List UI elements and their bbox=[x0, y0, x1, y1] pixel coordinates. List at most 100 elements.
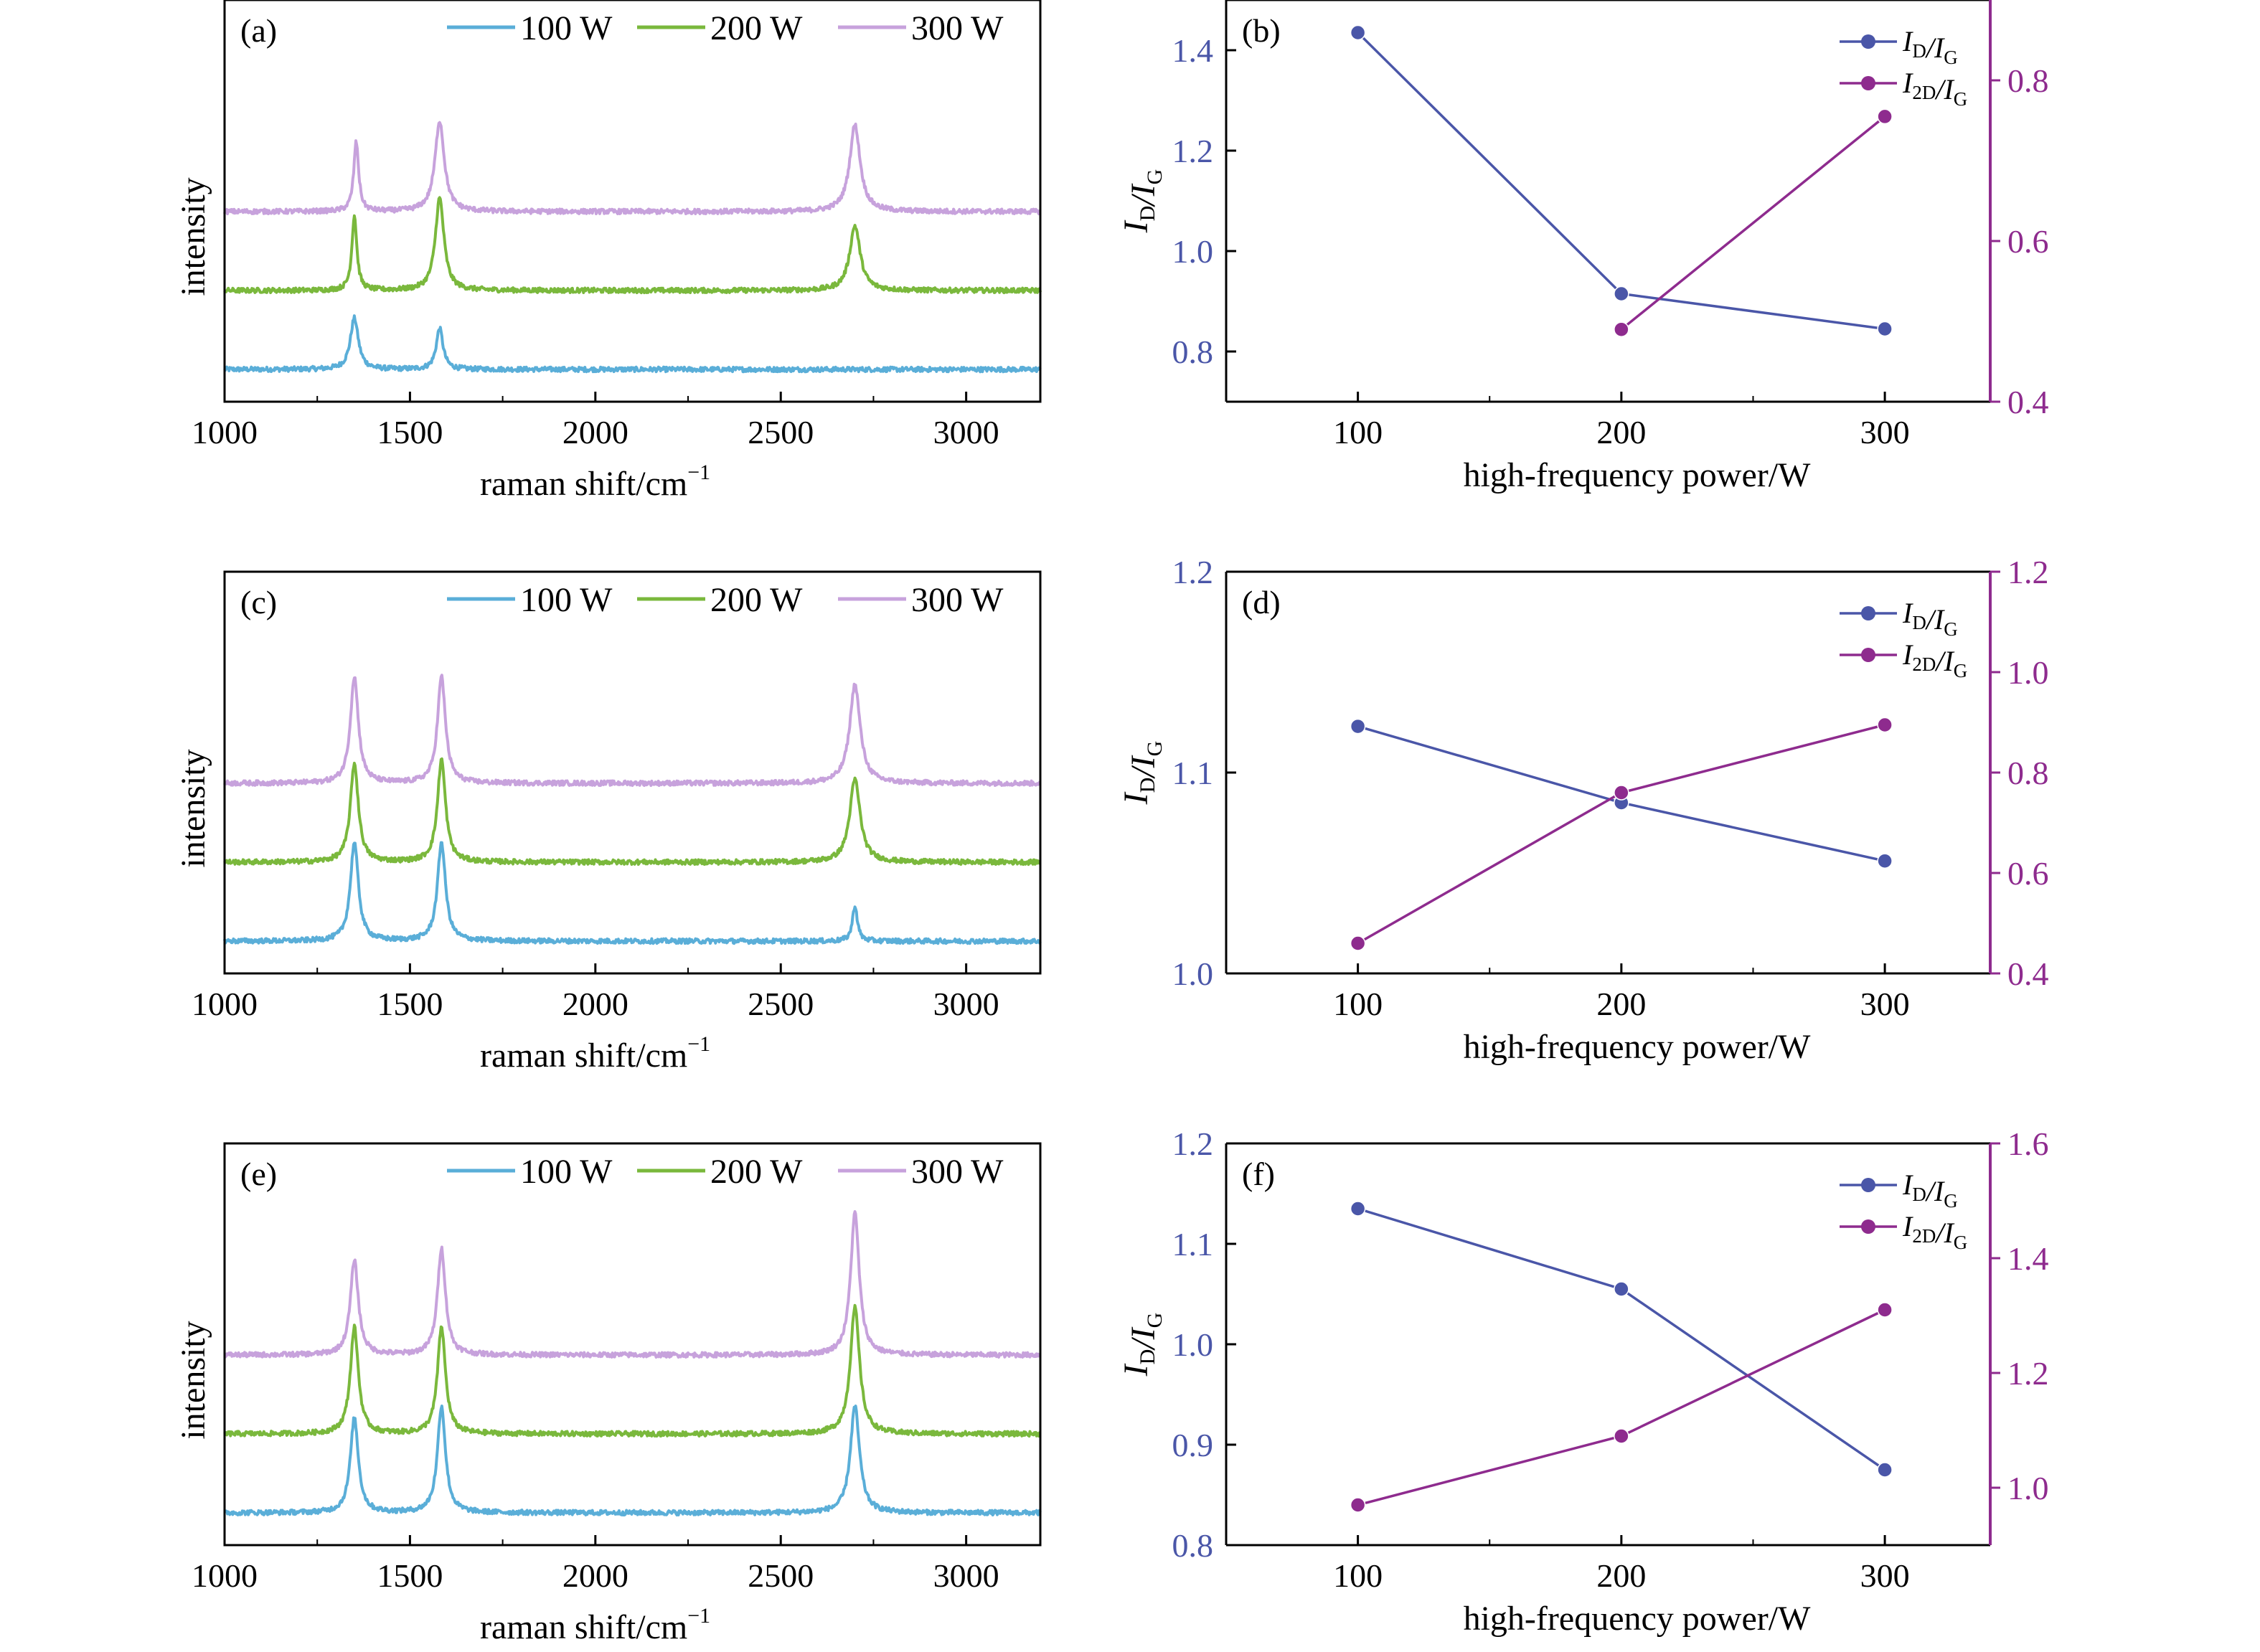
data-point bbox=[1877, 717, 1893, 733]
series-line-200w bbox=[223, 1303, 1041, 1438]
x-tick-label: 2500 bbox=[748, 986, 814, 1022]
x-tick-label: 1000 bbox=[192, 414, 258, 450]
x-tick-label: 1000 bbox=[192, 1557, 258, 1594]
series-line-i2d-ig bbox=[1620, 115, 1886, 331]
x-axis-label-superscript: −1 bbox=[687, 1604, 710, 1628]
y-left-tick-label: 1.0 bbox=[1172, 233, 1214, 270]
series-line-300w bbox=[223, 674, 1041, 787]
y-right-tick-label: 1.0 bbox=[2007, 1470, 2049, 1506]
data-point bbox=[1614, 285, 1629, 302]
y-axis-label: intensity bbox=[174, 177, 212, 296]
y-axis-label: intensity bbox=[174, 1321, 212, 1439]
spectra-panel-c: 1000 1500 2000 2500 3000 raman shift/cm−1 inte… bbox=[174, 570, 1042, 1075]
legend-label-sub: G bbox=[1944, 47, 1958, 68]
x-tick-label: 300 bbox=[1860, 414, 1910, 450]
x-axis-label-superscript: −1 bbox=[687, 1032, 710, 1056]
legend-label-sub: D bbox=[1912, 40, 1926, 62]
legend-label: 100 W bbox=[520, 581, 613, 619]
y-axis-label: ID/IG bbox=[1117, 741, 1167, 806]
data-point bbox=[1877, 108, 1893, 125]
panel-label: (f) bbox=[1242, 1156, 1275, 1192]
y-axis-label-part: /I bbox=[1124, 183, 1162, 207]
series-line-i2d-ig bbox=[1357, 723, 1885, 945]
x-tick-label: 2500 bbox=[748, 414, 814, 450]
x-tick-label: 3000 bbox=[933, 414, 999, 450]
series-line-300w bbox=[223, 121, 1041, 216]
y-axis-label: ID/IG bbox=[1117, 1313, 1167, 1377]
data-point bbox=[1350, 24, 1366, 41]
legend-label: I2D/IG bbox=[1902, 1210, 1967, 1253]
y-axis-label-part: I bbox=[1117, 1363, 1155, 1377]
legend-label: ID/IG bbox=[1902, 1169, 1958, 1212]
x-tick-label: 1500 bbox=[377, 414, 443, 450]
data-point bbox=[1614, 785, 1629, 801]
x-tick-label: 200 bbox=[1596, 1557, 1646, 1594]
legend-marker bbox=[1861, 606, 1875, 620]
legend-marker bbox=[1861, 1178, 1875, 1192]
x-tick-label: 100 bbox=[1333, 986, 1383, 1022]
legend-label-part: I bbox=[1902, 1169, 1913, 1201]
legend-label-sub: G bbox=[1954, 660, 1968, 681]
y-axis-label-part: /I bbox=[1124, 755, 1162, 779]
y-axis-label: intensity bbox=[174, 749, 212, 867]
y-left-tick-label: 1.0 bbox=[1172, 1326, 1214, 1363]
data-point bbox=[1350, 935, 1366, 951]
legend-label: ID/IG bbox=[1902, 597, 1958, 640]
y-axis-label: ID/IG bbox=[1117, 169, 1167, 234]
y-axis-label-part: /I bbox=[1124, 1326, 1162, 1351]
x-tick-label: 2000 bbox=[562, 986, 628, 1022]
y-right-tick-label: 1.4 bbox=[2007, 1240, 2049, 1277]
legend-label-part: /I bbox=[1925, 1175, 1945, 1207]
legend-label-sub: G bbox=[1944, 1190, 1958, 1212]
legend-label: 200 W bbox=[710, 1153, 803, 1191]
x-axis-label: high-frequency power/W bbox=[1464, 1028, 1811, 1066]
y-axis-label-sub: G bbox=[1143, 1313, 1167, 1328]
ratio-panel-b: 100 200 300 0.8 1.0 1.2 1.4 0.4 0.6 0.8 high-frequ… bbox=[1117, 0, 2049, 494]
legend-label-part: I bbox=[1902, 25, 1913, 57]
legend-label-sub: D bbox=[1912, 612, 1926, 633]
y-left-tick-label: 0.8 bbox=[1172, 1527, 1214, 1564]
series-line-200w bbox=[223, 196, 1042, 295]
x-axis-label-superscript: −1 bbox=[687, 461, 710, 484]
y-axis-label-sub: G bbox=[1143, 741, 1167, 757]
legend-label-sub: G bbox=[1954, 1232, 1968, 1253]
y-left-tick-label: 1.2 bbox=[1172, 554, 1214, 590]
x-axis-label: high-frequency power/W bbox=[1464, 456, 1811, 494]
x-tick-label: 1500 bbox=[377, 986, 443, 1022]
legend-label: 300 W bbox=[911, 1153, 1004, 1191]
y-right-tick-label: 0.4 bbox=[2007, 384, 2049, 420]
ratio-panel-d: 100 200 300 1.0 1.1 1.2 0.4 0.6 0.8 1.0 1.2 high-fr… bbox=[1117, 554, 2049, 1066]
legend-label: I2D/IG bbox=[1902, 638, 1967, 681]
data-point bbox=[1877, 1462, 1893, 1478]
y-axis-label-sub: D bbox=[1136, 778, 1159, 793]
legend-label-sub: 2D bbox=[1912, 1225, 1936, 1247]
x-tick-label: 2000 bbox=[562, 1557, 628, 1594]
data-point bbox=[1350, 1497, 1366, 1513]
legend-label: I2D/IG bbox=[1902, 67, 1967, 110]
data-point bbox=[1877, 321, 1893, 337]
x-axis-label-text: raman shift/cm bbox=[480, 465, 687, 503]
y-right-tick-label: 0.6 bbox=[2007, 223, 2049, 260]
x-tick-label: 1500 bbox=[377, 1557, 443, 1594]
y-left-tick-label: 0.8 bbox=[1172, 334, 1214, 370]
series-line-100w bbox=[223, 314, 1042, 374]
y-right-tick-label: 1.2 bbox=[2007, 1355, 2049, 1392]
x-axis-label: raman shift/cm−1 bbox=[480, 1604, 710, 1646]
y-left-tick-label: 1.2 bbox=[1172, 1125, 1214, 1162]
y-axis-label-part: I bbox=[1117, 220, 1155, 233]
data-point bbox=[1614, 321, 1629, 337]
y-right-tick-label: 1.0 bbox=[2007, 654, 2049, 691]
x-tick-label: 2500 bbox=[748, 1557, 814, 1594]
y-left-tick-label: 1.0 bbox=[1172, 955, 1214, 992]
series-line-100w bbox=[223, 1405, 1042, 1516]
series-line-i2d-ig bbox=[1357, 1308, 1885, 1506]
x-tick-label: 2000 bbox=[562, 414, 628, 450]
legend-label-sub: 2D bbox=[1912, 82, 1936, 103]
y-right-tick-label: 1.6 bbox=[2007, 1125, 2049, 1162]
panel-label: (b) bbox=[1242, 12, 1281, 49]
y-right-tick-label: 1.2 bbox=[2007, 554, 2049, 590]
x-tick-label: 1000 bbox=[192, 986, 258, 1022]
x-tick-label: 300 bbox=[1860, 986, 1910, 1022]
x-axis-label: raman shift/cm−1 bbox=[480, 461, 710, 503]
